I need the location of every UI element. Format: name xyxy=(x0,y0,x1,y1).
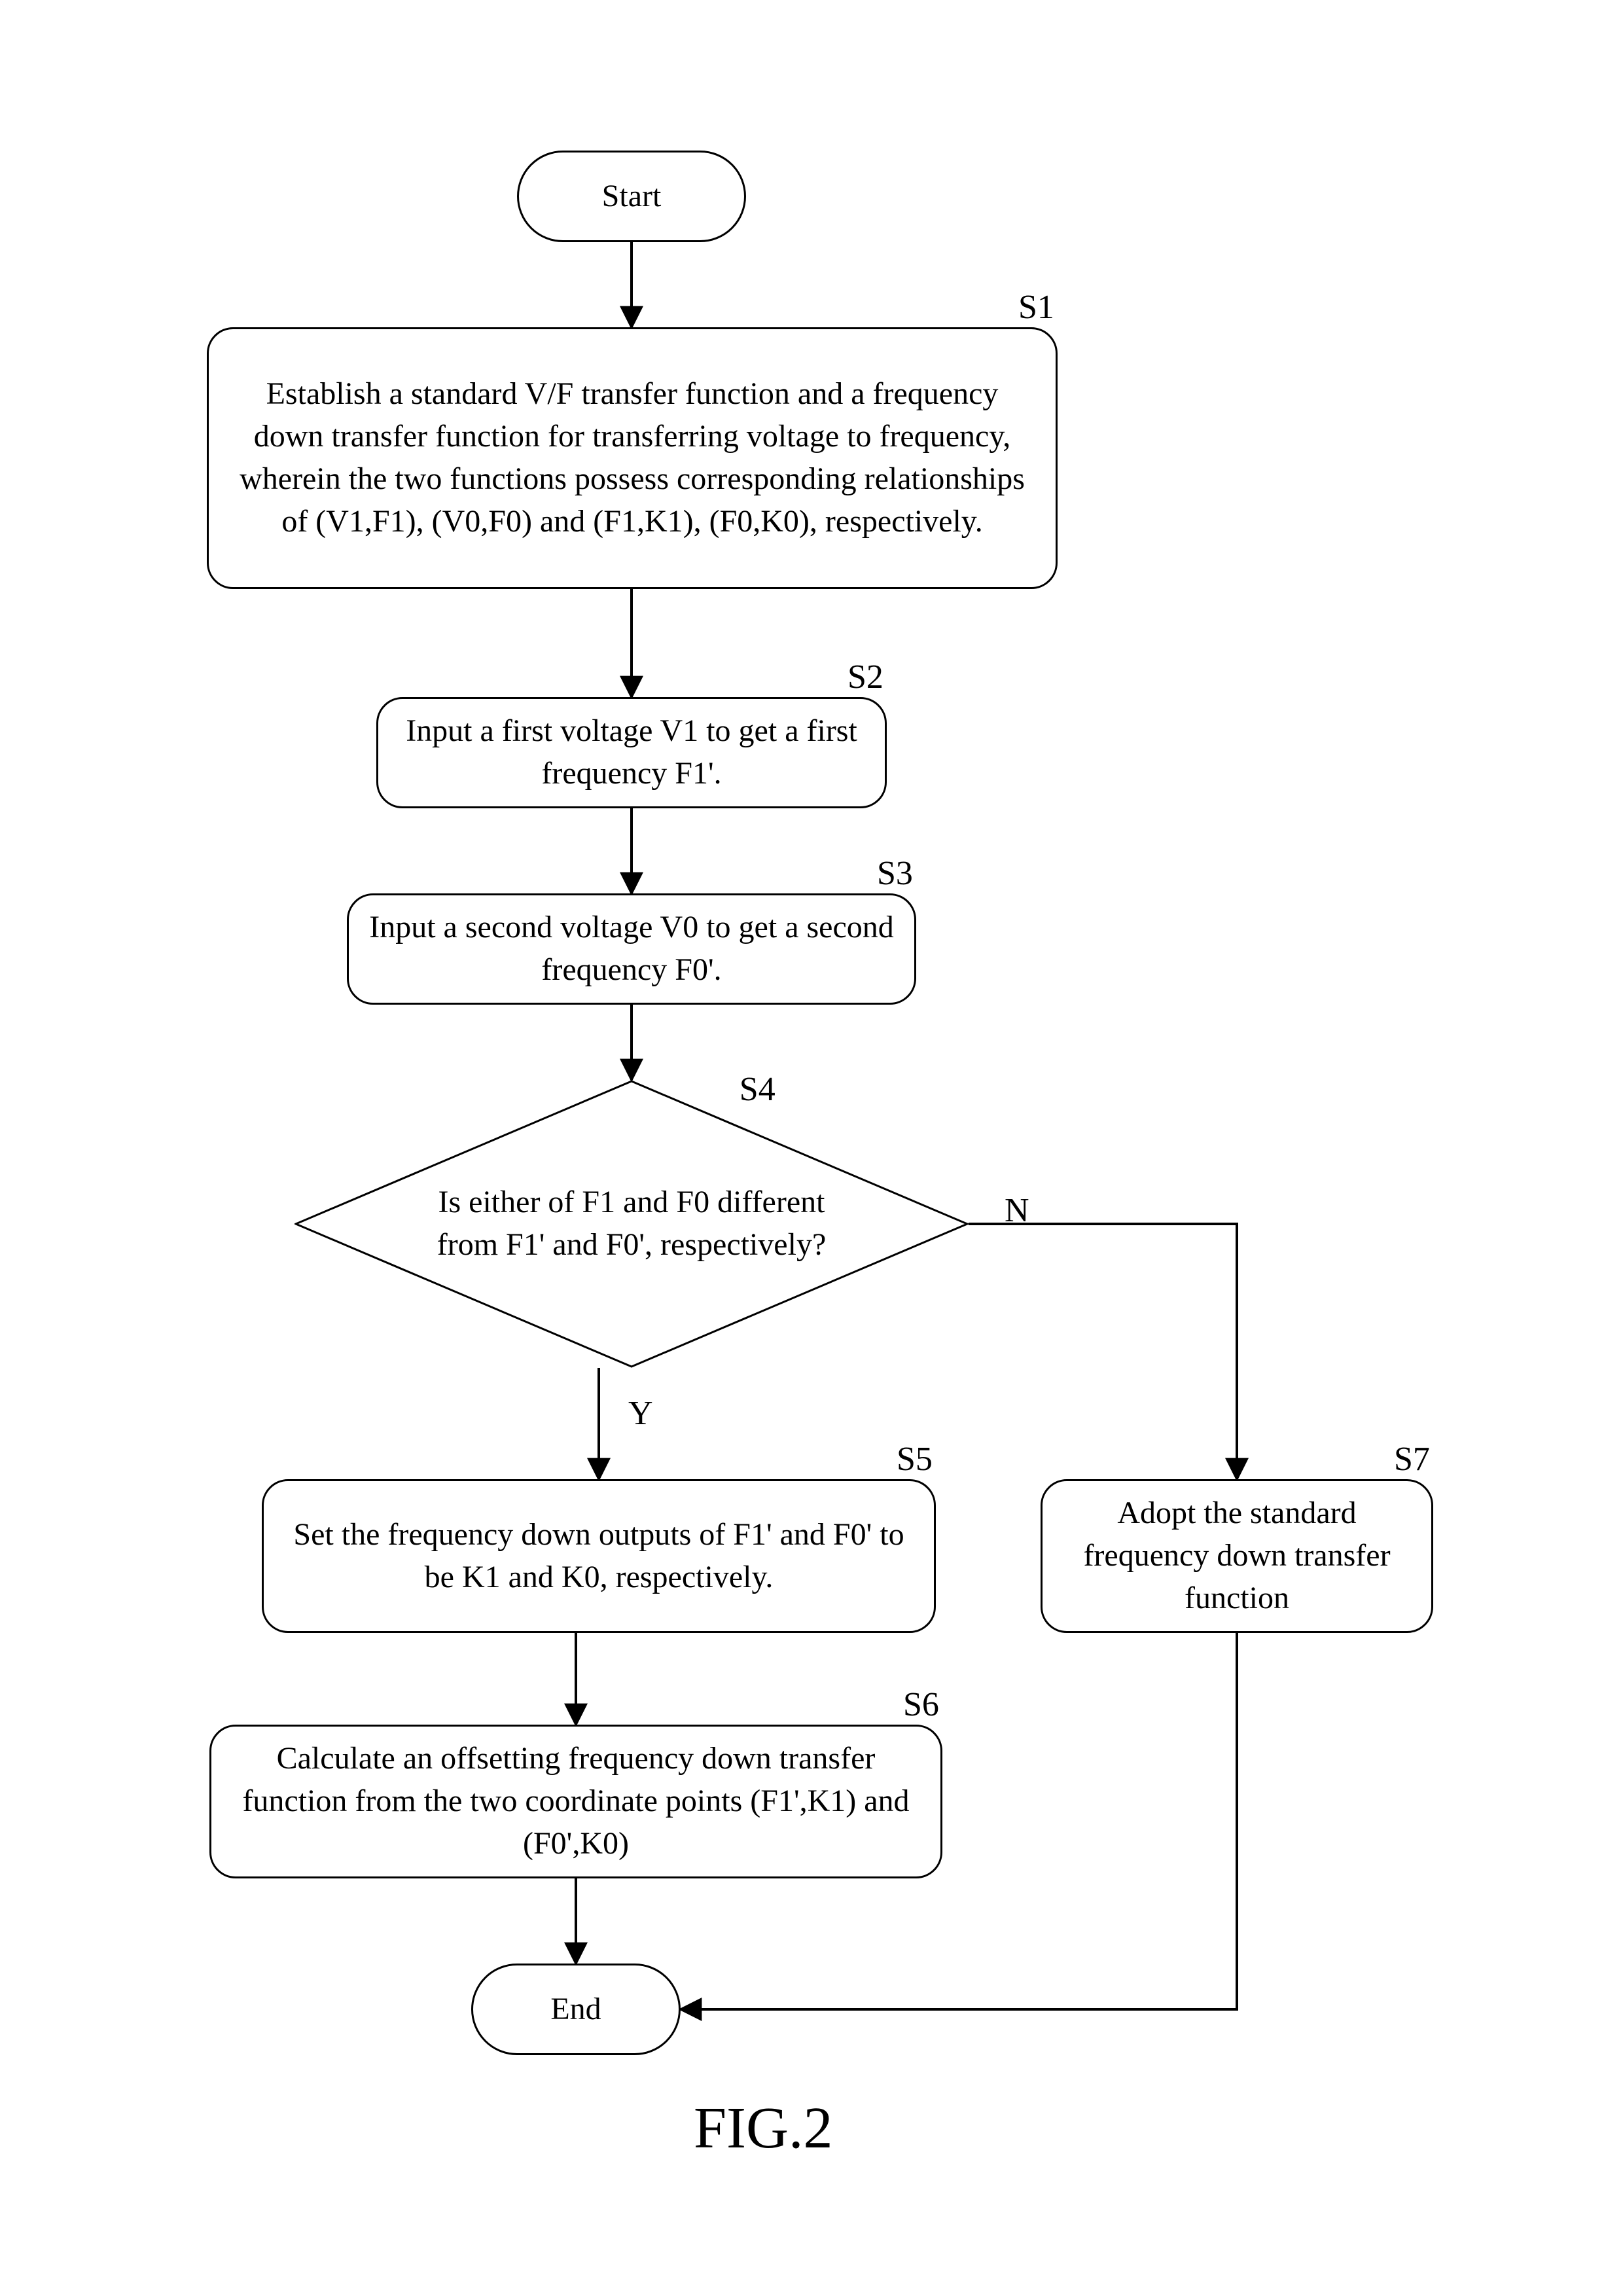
decision-s4: Is either of F1 and F0 different from F1… xyxy=(294,1080,969,1368)
process-s2: Input a first voltage V1 to get a first … xyxy=(376,697,887,808)
step-label-s5: S5 xyxy=(897,1440,933,1479)
step-label-s2: S2 xyxy=(847,658,883,696)
process-s6: Calculate an offsetting frequency down t… xyxy=(209,1725,942,1878)
process-s3: Input a second voltage V0 to get a secon… xyxy=(347,893,916,1005)
step-label-s6: S6 xyxy=(903,1685,939,1724)
step-label-s7: S7 xyxy=(1394,1440,1430,1479)
terminal-end: End xyxy=(471,1964,681,2055)
arrow-s4-s7 xyxy=(969,1224,1237,1479)
process-s1: Establish a standard V/F transfer functi… xyxy=(207,327,1058,589)
step-label-s4: S4 xyxy=(740,1070,776,1109)
decision-text-s4: Is either of F1 and F0 different from F1… xyxy=(423,1181,841,1266)
arrow-label-s4-s5: Y xyxy=(628,1394,653,1433)
step-label-s3: S3 xyxy=(877,854,913,893)
process-s7: Adopt the standard frequency down transf… xyxy=(1041,1479,1433,1633)
process-s5: Set the frequency down outputs of F1' an… xyxy=(262,1479,936,1633)
figure-label: FIG.2 xyxy=(694,2094,833,2162)
step-label-s1: S1 xyxy=(1018,288,1054,327)
arrow-label-s4-s7: N xyxy=(1005,1191,1029,1230)
terminal-start: Start xyxy=(517,151,746,242)
